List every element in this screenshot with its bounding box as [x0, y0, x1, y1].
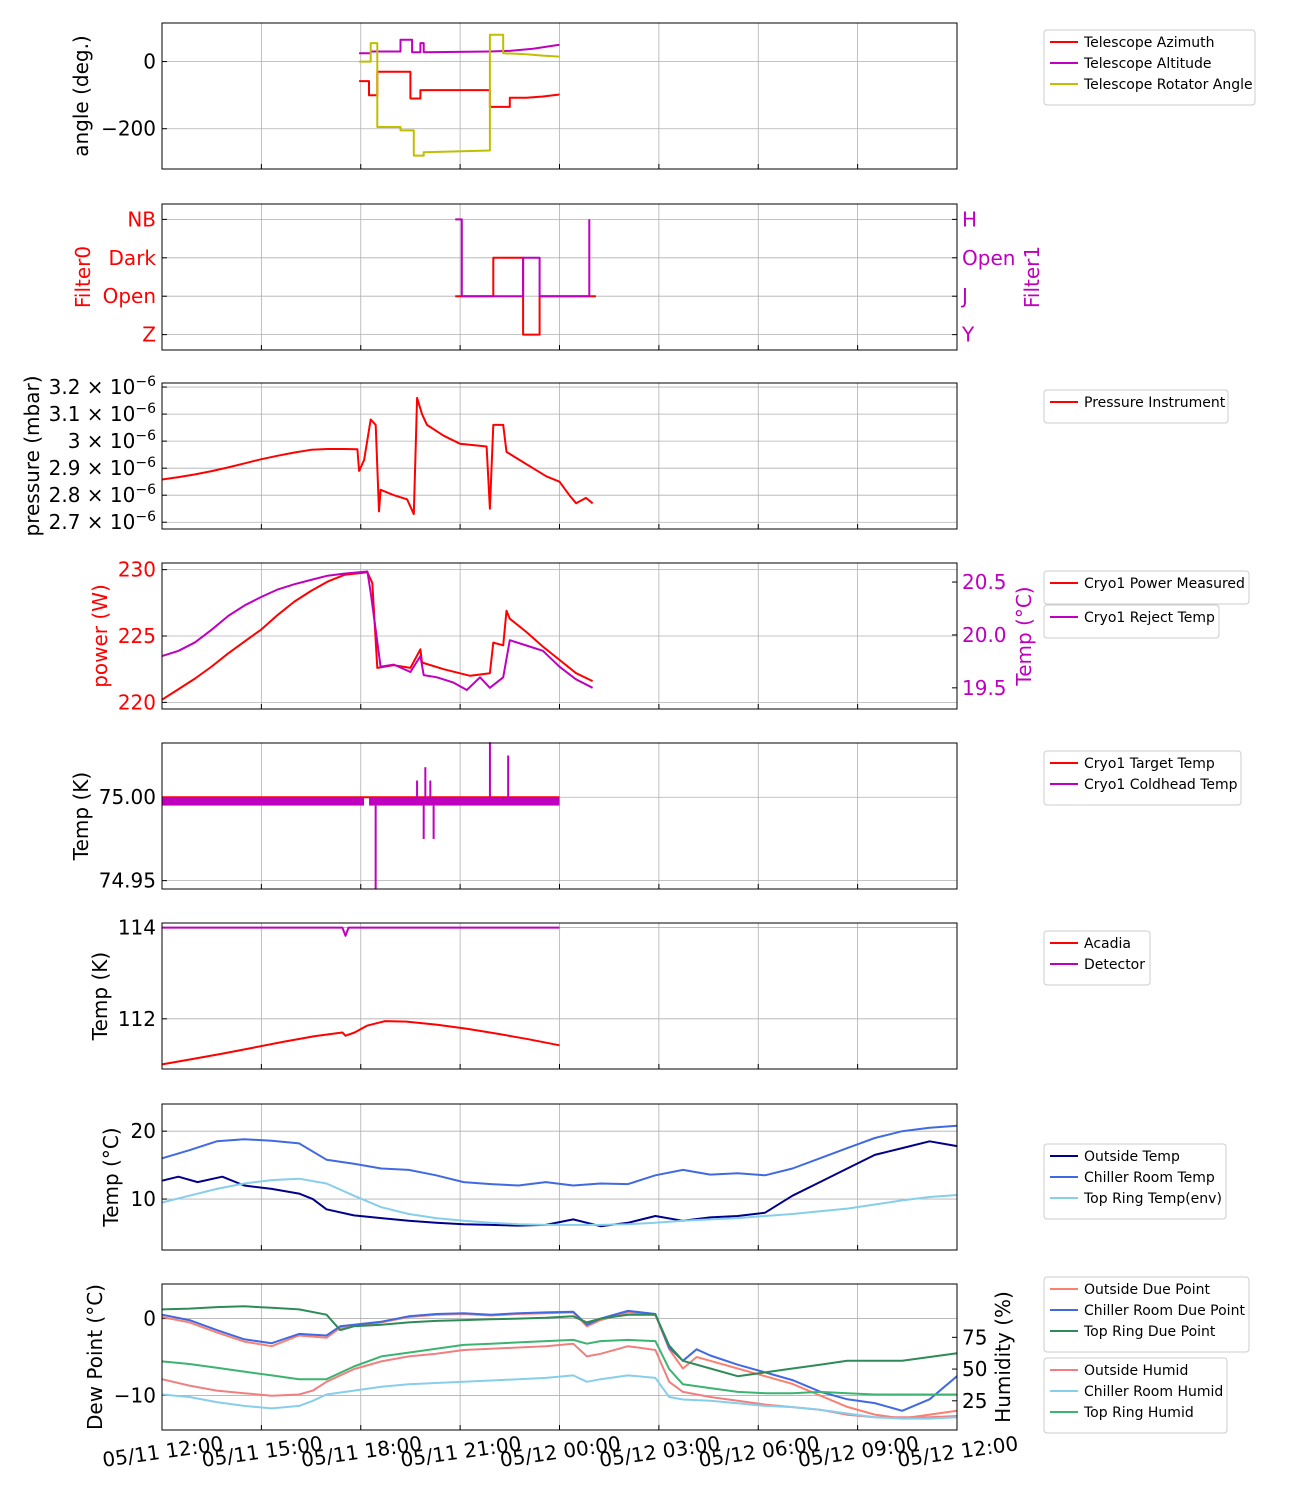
series-line-pressure-instrument	[161, 396, 594, 516]
y-tick-label: 20	[131, 1119, 156, 1143]
y-tick-label: −200	[101, 117, 156, 141]
y-axis-label: pressure (mbar)	[20, 375, 44, 536]
legend-label-pressure-instrument: Pressure Instrument	[1084, 395, 1226, 411]
y-tick-label: 3 × 10−6	[68, 428, 156, 453]
legend-box	[1043, 570, 1250, 605]
y-tick-label: 0	[143, 1307, 156, 1331]
y-tick-label: 2.9 × 10−6	[49, 455, 156, 480]
legend-label-cryo1-reject-temp: Cryo1 Reject Temp	[1084, 610, 1215, 626]
y-axis-label: Humidity (%)	[991, 1291, 1015, 1423]
legend-box	[1043, 930, 1151, 986]
series-line-chiller-room-due-point	[161, 1309, 958, 1412]
y-tick-label: 114	[118, 916, 156, 940]
y-axis-label: Filter1	[1020, 246, 1044, 308]
legend-box	[1043, 604, 1220, 639]
legend-label-outside-humid: Outside Humid	[1084, 1363, 1188, 1379]
panel-7: 20 10 Temp (°C) Outside Temp Chiller Room Te…	[99, 1103, 1227, 1251]
y-tick-label: Open	[103, 284, 156, 308]
y-tick-label-right: 20.0	[962, 623, 1007, 647]
y-tick-label: 230	[118, 558, 156, 582]
y-tick-label: 225	[118, 624, 156, 648]
y-tick-label-right: J	[960, 284, 968, 308]
legend-label-cryo1-power-measured: Cryo1 Power Measured	[1084, 576, 1245, 592]
y-tick-label: 2.8 × 10−6	[49, 482, 156, 507]
panel-4: 230 225 220 20.5 20.0 19.5 power (W) Temp (°C) C…	[88, 558, 1250, 714]
legend-box	[1043, 750, 1242, 806]
legend-label-cryo1-coldhead-temp: Cryo1 Coldhead Temp	[1084, 777, 1238, 793]
y-tick-label: Z	[142, 323, 156, 347]
y-axis-label: Temp (°C)	[99, 1127, 123, 1227]
legend-label-cryo1-target-temp: Cryo1 Target Temp	[1084, 756, 1215, 772]
y-axis-label: angle (deg.)	[69, 35, 93, 157]
y-tick-label-right: Open	[962, 246, 1015, 270]
y-tick-label: 74.95	[99, 869, 156, 893]
series-line-telescope-altitude	[359, 38, 560, 55]
legend-label-top-ring-temp-env: Top Ring Temp(env)	[1083, 1191, 1222, 1207]
y-tick-label: 220	[118, 690, 156, 714]
legend-box	[1043, 1143, 1227, 1220]
series-line-acadia	[161, 1020, 560, 1066]
legend-box	[1043, 389, 1229, 424]
coldhead-band	[162, 797, 365, 806]
y-axis-label: power (W)	[88, 584, 112, 688]
legend-label-top-ring-due-point: Top Ring Due Point	[1083, 1324, 1216, 1340]
y-tick-label-right: Y	[961, 323, 975, 347]
y-tick-label: Dark	[109, 246, 157, 270]
y-tick-label: 10	[131, 1187, 156, 1211]
y-tick-label-right: 50	[962, 1357, 987, 1381]
y-axis-label: Temp (°C)	[1012, 586, 1036, 686]
legend-label-outside-temp: Outside Temp	[1084, 1149, 1180, 1165]
y-axis-label: Dew Point (°C)	[83, 1284, 107, 1430]
y-tick-label: 3.2 × 10−6	[49, 374, 156, 399]
series-line-filter1	[455, 218, 591, 298]
legend-box	[1043, 1357, 1228, 1434]
y-tick-label-right: 25	[962, 1389, 987, 1413]
y-tick-label-right: 19.5	[962, 676, 1007, 700]
panel-8: 0 −10 75 50 25 Dew Point (°C) Humidity (%) Outs…	[83, 1276, 1250, 1472]
y-axis-label: Filter0	[71, 246, 95, 308]
series-line-chiller-room-humid	[161, 1374, 958, 1420]
y-tick-label: 75.00	[99, 785, 156, 809]
series-line-cryo1-reject-temp	[161, 570, 594, 691]
panel-2: NB H Dark Open Open J Z Y Filter0 Filter1	[71, 203, 1044, 351]
series-line-telescope-rotator-angle	[359, 33, 560, 157]
legend-label-acadia: Acadia	[1084, 936, 1131, 952]
series-line-telescope-azimuth	[359, 70, 560, 108]
y-axis-label: Temp (K)	[69, 772, 93, 861]
legend-label-chiller-room-due-point: Chiller Room Due Point	[1084, 1303, 1245, 1319]
legend-label-top-ring-humid: Top Ring Humid	[1083, 1405, 1194, 1421]
legend-label-telescope-azimuth: Telescope Azimuth	[1083, 35, 1214, 51]
y-tick-label-right: 75	[962, 1325, 987, 1349]
coldhead-band	[369, 797, 560, 806]
y-tick-label-right: 20.5	[962, 570, 1007, 594]
series-line-top-ring-humid	[161, 1338, 957, 1396]
legend-label-outside-due-point: Outside Due Point	[1084, 1282, 1211, 1298]
legend-label-telescope-altitude: Telescope Altitude	[1083, 56, 1212, 72]
y-tick-label: NB	[127, 207, 156, 231]
series-line-chiller-room-temp	[161, 1124, 958, 1187]
panel-3: 3.2 × 10−63.1 × 10−63 × 10−62.9 × 10−62.…	[20, 374, 1229, 537]
legend-box	[1043, 29, 1256, 106]
y-tick-label: 3.1 × 10−6	[49, 401, 156, 426]
y-tick-label: −10	[114, 1383, 156, 1407]
series-line-top-ring-due-point	[161, 1305, 958, 1378]
series-line-detector	[162, 926, 560, 937]
legend-box	[1043, 1276, 1250, 1353]
legend-label-telescope-rotator-angle: Telescope Rotator Angle	[1083, 77, 1253, 93]
legend-label-detector: Detector	[1084, 957, 1145, 973]
y-tick-label-right: H	[962, 207, 977, 231]
series-line-top-ring-temp-env	[161, 1177, 958, 1226]
y-axis-label: Temp (K)	[88, 952, 112, 1041]
y-tick-label: 2.7 × 10−6	[49, 509, 156, 534]
y-tick-label: 0	[143, 50, 156, 74]
panel-1: 0 −200 angle (deg.) Telescope Azimuth Telesc…	[69, 22, 1256, 170]
legend-label-chiller-room-humid: Chiller Room Humid	[1084, 1384, 1223, 1400]
legend-label-chiller-room-temp: Chiller Room Temp	[1084, 1170, 1215, 1186]
y-tick-label: 112	[118, 1007, 156, 1031]
